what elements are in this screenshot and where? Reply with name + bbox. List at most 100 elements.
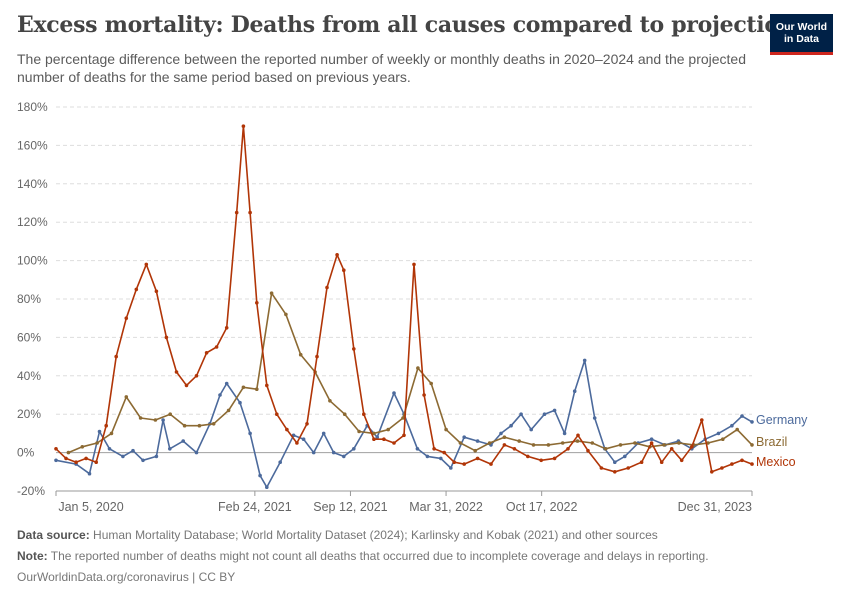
data-point [462,435,467,440]
data-point [750,443,754,447]
data-point [392,391,396,395]
data-point [429,381,434,386]
series-line [68,292,753,454]
data-point [552,408,557,413]
data-point [352,447,356,451]
data-point [352,347,356,351]
logo-line-1: Our World [775,21,828,33]
series-label: Brazil [756,435,787,449]
data-point [226,408,231,413]
data-point [473,448,478,453]
y-tick-label: 180% [17,100,48,114]
data-point [305,422,309,426]
data-point [124,316,129,321]
data-point [603,447,608,451]
data-point [475,439,480,443]
data-point [241,385,246,390]
data-point [321,431,326,436]
data-point [679,458,684,463]
data-point [342,268,346,273]
data-point [613,460,617,465]
data-point [87,471,92,476]
chart-note: Note: The reported number of deaths migh… [17,549,709,563]
data-point [649,437,654,442]
data-point [499,431,503,436]
data-point [66,450,71,455]
data-point [109,431,114,436]
data-point [392,441,396,445]
data-point [730,462,734,466]
series-line [55,359,753,489]
series-mexico [54,124,754,474]
data-point [442,450,447,455]
data-point [372,431,376,436]
data-point [342,412,347,417]
data-point [285,427,289,432]
data-point [382,437,386,442]
data-point [218,393,222,397]
data-point [586,448,590,453]
data-point [174,370,179,374]
data-point [107,447,112,451]
data-point [489,462,493,466]
chart-title: Excess mortality: Deaths from all causes… [17,12,795,38]
data-point [633,441,637,445]
data-point [95,441,99,445]
y-tick-label: 60% [17,330,41,344]
y-tick-label: -20% [17,484,45,498]
data-point [124,395,129,399]
y-tick-label: 80% [17,292,41,306]
data-point [74,460,78,465]
owid-logo[interactable]: Our World in Data [770,14,833,55]
x-tick-label: Feb 24, 2021 [218,500,292,514]
data-point [54,458,58,463]
logo-line-2: in Data [783,33,819,45]
x-tick-label: Mar 31, 2022 [409,500,483,514]
x-tick-label: Oct 17, 2022 [506,500,578,514]
data-point [721,437,725,442]
data-point [730,423,734,428]
data-point [444,427,448,432]
y-tick-label: 20% [17,407,41,421]
note-label: Note: [17,549,48,563]
x-tick-label: Dec 31, 2023 [678,500,752,514]
data-point [716,431,721,436]
data-point [590,441,595,445]
data-point [265,485,269,490]
data-point [234,210,239,215]
data-point [184,383,189,388]
data-point [153,418,158,422]
data-point [562,431,567,436]
data-point [295,441,299,445]
data-point [104,423,108,428]
data-point [375,435,380,440]
data-point [386,427,391,432]
data-point [335,253,339,257]
data-point [84,456,88,461]
y-axis: -20% 0% 20% 40% 60% 80% 100% 120% 140% 160% 180% [17,100,48,498]
data-point [649,441,654,445]
data-point [552,456,557,461]
data-point [487,441,492,445]
data-point [131,448,135,453]
credit-link[interactable]: OurWorldinData.org/coronavirus | CC BY [17,570,236,584]
data-point [141,458,145,463]
data-point [599,466,604,470]
data-point [121,454,125,459]
data-point [214,345,219,349]
data-point [735,427,739,432]
data-point [432,447,436,451]
data-point [519,412,523,417]
data-point [269,291,274,296]
data-point [248,210,252,215]
series-label: Germany [756,413,808,427]
data-point [265,383,269,388]
y-tick-label: 100% [17,254,48,268]
data-point [402,433,406,438]
data-point [529,427,533,432]
data-point [114,354,118,359]
data-point [134,287,139,292]
data-point [677,441,681,445]
x-axis: Jan 5, 2020 Feb 24, 2021 Sep 12, 2021 Mar 3… [55,490,753,514]
data-point [284,312,288,317]
